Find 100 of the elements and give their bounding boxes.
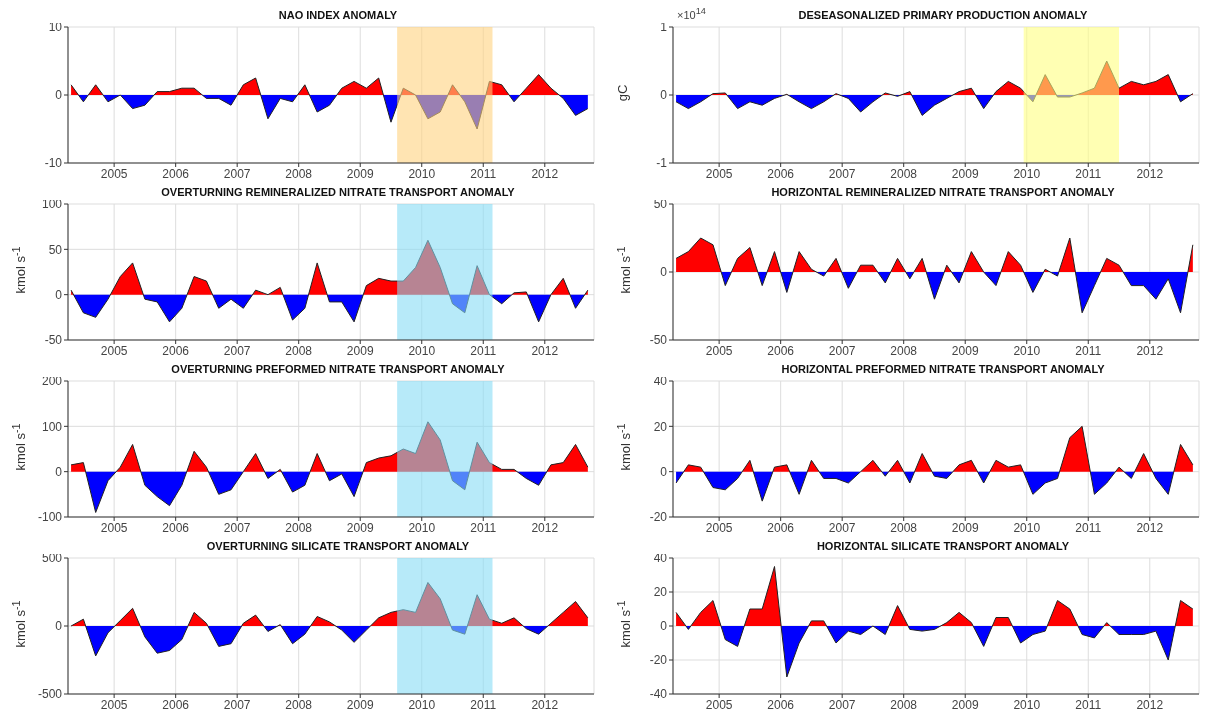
chart-title: NAO INDEX ANOMALY: [278, 9, 398, 21]
x-tick-label: 2008: [890, 520, 918, 535]
x-tick-label: 2010: [408, 166, 436, 181]
y-tick-label: 10: [48, 20, 63, 35]
chart-title: OVERTURNING SILICATE TRANSPORT ANOMALY: [206, 540, 470, 552]
x-tick-label: 2007: [223, 343, 251, 358]
x-tick-label: 2011: [470, 343, 497, 358]
x-tick-label: 2008: [890, 343, 918, 358]
y-tick-label: -50: [649, 333, 668, 348]
y-tick-label: -1: [656, 156, 668, 171]
y-tick-label: 0: [660, 88, 668, 103]
x-tick-label: 2006: [162, 697, 190, 712]
x-tick-label: 2005: [705, 166, 733, 181]
x-tick-label: 2007: [828, 520, 856, 535]
x-tick-label: 2006: [767, 166, 795, 181]
x-tick-label: 2005: [100, 520, 128, 535]
x-tick-label: 2012: [531, 520, 559, 535]
x-tick-label: 2006: [767, 520, 795, 535]
x-tick-label: 2008: [285, 343, 313, 358]
x-tick-label: 2006: [162, 343, 190, 358]
y-axis-title: gC: [615, 83, 630, 104]
y-tick-label: 20: [653, 419, 668, 434]
text: ×10$^{14}$: [677, 6, 706, 21]
x-tick-label: 2010: [1013, 697, 1041, 712]
y-tick-label: 0: [55, 287, 63, 302]
x-tick-label: 2005: [705, 520, 733, 535]
x-tick-label: 2006: [162, 520, 190, 535]
x-tick-label: 2011: [470, 697, 497, 712]
x-tick-label: 2007: [223, 166, 251, 181]
x-tick-label: 2012: [531, 343, 559, 358]
x-tick-label: 2008: [285, 166, 313, 181]
x-tick-label: 2005: [705, 697, 733, 712]
y-tick-label: -40: [649, 687, 668, 702]
x-tick-label: 2012: [1136, 166, 1164, 181]
chart-title: HORIZONTAL SILICATE TRANSPORT ANOMALY: [816, 540, 1070, 552]
x-tick-label: 2008: [890, 166, 918, 181]
x-tick-label: 2006: [162, 166, 190, 181]
y-tick-label: 0: [660, 265, 668, 280]
y-tick-label: -500: [37, 687, 63, 702]
x-tick-label: 2008: [890, 697, 918, 712]
x-tick-label: 2011: [1075, 520, 1102, 535]
x-tick-label: 2012: [531, 697, 559, 712]
y-tick-label: 50: [653, 197, 668, 212]
x-tick-label: 2012: [1136, 697, 1164, 712]
x-tick-label: 2010: [408, 520, 436, 535]
y-tick-label: 0: [55, 619, 63, 634]
y-tick-label: -100: [37, 510, 63, 525]
x-tick-label: 2011: [1075, 166, 1102, 181]
y-tick-label: 40: [653, 374, 668, 389]
x-tick-label: 2012: [1136, 343, 1164, 358]
y-tick-label: -20: [649, 510, 668, 525]
x-tick-label: 2005: [100, 166, 128, 181]
y-tick-label: 0: [55, 88, 63, 103]
x-tick-label: 2009: [951, 166, 979, 181]
y-tick-label: -50: [44, 333, 63, 348]
y-tick-label: 0: [55, 464, 63, 479]
x-tick-label: 2007: [223, 520, 251, 535]
x-tick-label: 2008: [285, 697, 313, 712]
y-tick-label: -10: [44, 156, 63, 171]
x-tick-label: 2011: [470, 166, 497, 181]
x-tick-label: 2008: [285, 520, 313, 535]
x-tick-label: 2005: [100, 343, 128, 358]
y-tick-label: 100: [41, 197, 63, 212]
y-tick-label: 100: [41, 419, 63, 434]
x-tick-label: 2011: [1075, 343, 1102, 358]
y-tick-label: 20: [653, 585, 668, 600]
x-tick-label: 2006: [767, 697, 795, 712]
x-tick-label: 2010: [1013, 166, 1041, 181]
x-tick-label: 2007: [828, 697, 856, 712]
x-tick-label: 2011: [470, 520, 497, 535]
x-tick-label: 2009: [951, 697, 979, 712]
x-tick-label: 2007: [828, 166, 856, 181]
y-tick-label: 50: [48, 242, 63, 257]
x-tick-label: 2006: [767, 343, 795, 358]
y-tick-label: 0: [660, 619, 668, 634]
x-tick-label: 2009: [951, 520, 979, 535]
x-tick-label: 2012: [1136, 520, 1164, 535]
y-tick-label: 1: [660, 20, 668, 35]
y-tick-label: 500: [41, 551, 63, 566]
y-tick-label: 200: [41, 374, 63, 389]
chart-title: HORIZONTAL PREFORMED NITRATE TRANSPORT ANOMALY: [781, 363, 1105, 375]
x-tick-label: 2007: [223, 697, 251, 712]
x-tick-label: 2009: [346, 166, 374, 181]
chart-title: HORIZONTAL REMINERALIZED NITRATE TRANSPORT ANOMALY: [771, 186, 1115, 198]
x-tick-label: 2010: [408, 697, 436, 712]
x-tick-label: 2005: [100, 697, 128, 712]
y-tick-label: -20: [649, 653, 668, 668]
x-tick-label: 2007: [828, 343, 856, 358]
y-tick-label: 40: [653, 551, 668, 566]
x-tick-label: 2009: [951, 343, 979, 358]
x-tick-label: 2010: [408, 343, 436, 358]
chart-title: OVERTURNING PREFORMED NITRATE TRANSPORT ANOMALY: [171, 363, 505, 375]
chart-title: OVERTURNING REMINERALIZED NITRATE TRANSPORT ANOMALY: [161, 186, 515, 198]
x-tick-label: 2009: [346, 520, 374, 535]
x-tick-label: 2012: [531, 166, 559, 181]
y-tick-label: 0: [660, 464, 668, 479]
chart-title: DESEASONALIZED PRIMARY PRODUCTION ANOMALY: [798, 9, 1088, 21]
x-tick-label: 2011: [1075, 697, 1102, 712]
x-tick-label: 2009: [346, 697, 374, 712]
x-tick-label: 2009: [346, 343, 374, 358]
